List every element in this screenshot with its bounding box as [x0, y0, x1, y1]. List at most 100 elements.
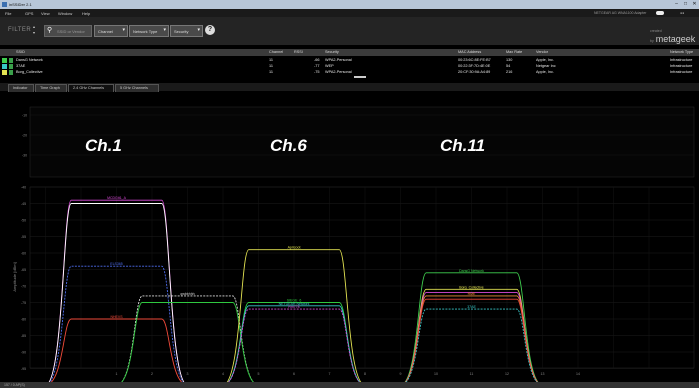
y-tick-label: -55 — [21, 235, 26, 239]
y-tick-label: -40 — [21, 186, 26, 190]
table-splitter-handle[interactable] — [354, 76, 366, 78]
x-tick-label: 4 — [222, 372, 224, 376]
y-tick-label: -60 — [21, 252, 26, 256]
tab-time-graph[interactable]: Time Graph — [35, 84, 67, 92]
x-tick-label: 3 — [187, 372, 189, 376]
filter-mode-icon[interactable]: ▾ — [33, 30, 36, 35]
y-tick-label: -20 — [22, 134, 27, 138]
col-network-type[interactable]: Network Type — [670, 50, 694, 54]
tab-indicator[interactable]: Indicator — [8, 84, 34, 92]
chevron-down-icon: ▾ — [163, 27, 166, 33]
col-rssi[interactable]: RSSI — [294, 50, 303, 54]
network-table-header: SSID Channel RSSI Security MAC Address M… — [0, 49, 699, 56]
x-tick-label: 8 — [364, 372, 366, 376]
network-label: NETGEAR Network — [279, 302, 310, 306]
annotation-ch11: Ch.11 — [440, 136, 486, 155]
y-tick-label: -30 — [22, 154, 27, 158]
y-tick-label: -65 — [21, 268, 26, 272]
channel-graph: -10 -20 -30 -40 -45 -50 -55 -60 -65 -70 -75 -80 -85 -… — [12, 106, 695, 383]
search-placeholder: SSID or Vendor — [57, 29, 85, 34]
network-label: 37AE — [467, 305, 476, 309]
adapter-label: NETGEAR AG WNA1100 Adapter — [594, 11, 647, 15]
close-icon[interactable]: ✕ — [692, 1, 697, 7]
x-tick-label: 6 — [293, 372, 295, 376]
network-label: ELS365 — [110, 262, 123, 266]
network-label: Rm778 — [288, 305, 299, 309]
col-security[interactable]: Security — [325, 50, 339, 54]
tab-5ghz-channels[interactable]: 5 GHz Channels — [115, 84, 159, 92]
filter-toolbar: FILTER ▴ ▾ ⚲ SSID or Vendor Channel ▾ Ne… — [0, 17, 699, 45]
network-color-swatch — [2, 57, 7, 63]
menu-gps[interactable]: GPS — [25, 11, 34, 16]
scan-toggle[interactable] — [656, 11, 664, 15]
network-label: SIEGE_6 — [287, 299, 302, 303]
x-tick-label: 5 — [258, 372, 260, 376]
network-curve — [49, 318, 184, 383]
channel-dropdown[interactable]: Channel ▾ — [94, 25, 128, 37]
adapter-indicator: ●● — [680, 11, 685, 15]
col-max-rate[interactable]: Max Rate — [506, 50, 523, 54]
network-curve — [404, 308, 539, 383]
annotation-ch6: Ch.6 — [270, 136, 307, 155]
tab-24ghz-channels[interactable]: 2.4 GHz Channels — [68, 84, 114, 92]
help-icon[interactable]: ? — [205, 25, 215, 35]
table-row[interactable]: DansG Network 11 -66 WPA2-Personal 00:23… — [0, 57, 699, 63]
filter-mode-icon[interactable]: ▴ — [33, 24, 36, 29]
menu-file[interactable]: File — [5, 11, 12, 16]
x-tick-label: 2 — [151, 372, 153, 376]
view-tabs: Indicator Time Graph 2.4 GHz Channels 5 … — [0, 83, 699, 92]
x-tick-label: 13 — [541, 372, 545, 376]
search-input[interactable]: ⚲ SSID or Vendor — [44, 25, 92, 37]
security-dropdown[interactable]: Security ▾ — [170, 25, 203, 37]
col-mac[interactable]: MAC Address — [458, 50, 482, 54]
network-curve — [119, 302, 256, 383]
col-vendor[interactable]: Vendor — [536, 50, 549, 54]
network-curve — [119, 295, 256, 383]
chevron-down-icon: ▾ — [122, 27, 125, 33]
search-icon: ⚲ — [47, 27, 53, 34]
window-title: inSSIDer 2.1 — [9, 2, 32, 7]
y-tick-label: -75 — [21, 301, 26, 305]
title-bar: inSSIDer 2.1 – □ ✕ — [0, 0, 699, 9]
menu-window[interactable]: Window — [58, 11, 73, 16]
minimize-icon[interactable]: – — [675, 1, 678, 7]
y-tick-label: -50 — [21, 219, 26, 223]
x-tick-label: 9 — [400, 372, 402, 376]
network-label: Borg_Collective — [459, 285, 484, 289]
network-label: NHEVS — [110, 315, 123, 319]
x-tick-label: 10 — [434, 372, 438, 376]
network-label: RME — [468, 292, 476, 296]
annotation-ch1: Ch.1 — [85, 136, 122, 155]
x-tick-label: 11 — [470, 372, 474, 376]
network-checkbox[interactable] — [9, 63, 13, 69]
y-tick-label: -80 — [21, 318, 26, 322]
network-label: MCDGtt1_A — [107, 196, 127, 200]
y-tick-label: -45 — [21, 202, 26, 206]
upper-plot-area — [29, 106, 695, 178]
y-tick-label: -85 — [21, 334, 26, 338]
filter-label: FILTER — [8, 27, 32, 33]
x-tick-label: 1 — [116, 372, 118, 376]
table-row[interactable]: 37AE 11 -77 WEP 00:22:3F:7D:4E:0E 54 Net… — [0, 63, 699, 69]
network-curve — [48, 265, 185, 383]
app-icon — [2, 2, 7, 7]
network-curve — [403, 298, 540, 383]
network-curve — [226, 308, 362, 383]
chevron-down-icon: ▾ — [197, 27, 200, 33]
menu-help[interactable]: Help — [82, 11, 91, 16]
col-channel[interactable]: Channel — [269, 50, 284, 54]
network-checkbox[interactable] — [9, 69, 13, 75]
x-tick-label: 12 — [505, 372, 509, 376]
y-tick-label: -90 — [21, 351, 26, 355]
network-label: DansG Network — [459, 269, 484, 273]
network-curve — [403, 272, 540, 383]
network-color-swatch — [2, 69, 7, 75]
network-type-dropdown[interactable]: Network Type ▾ — [129, 25, 169, 37]
menu-view[interactable]: View — [41, 11, 50, 16]
x-tick-label: 14 — [576, 372, 580, 376]
y-tick-label: -10 — [22, 114, 27, 118]
col-ssid[interactable]: SSID — [16, 50, 25, 54]
table-row[interactable]: Borg_Collective 11 -75 WPA2-Personal 20:… — [0, 69, 699, 75]
maximize-icon[interactable]: □ — [683, 1, 688, 7]
network-checkbox[interactable] — [9, 57, 13, 63]
